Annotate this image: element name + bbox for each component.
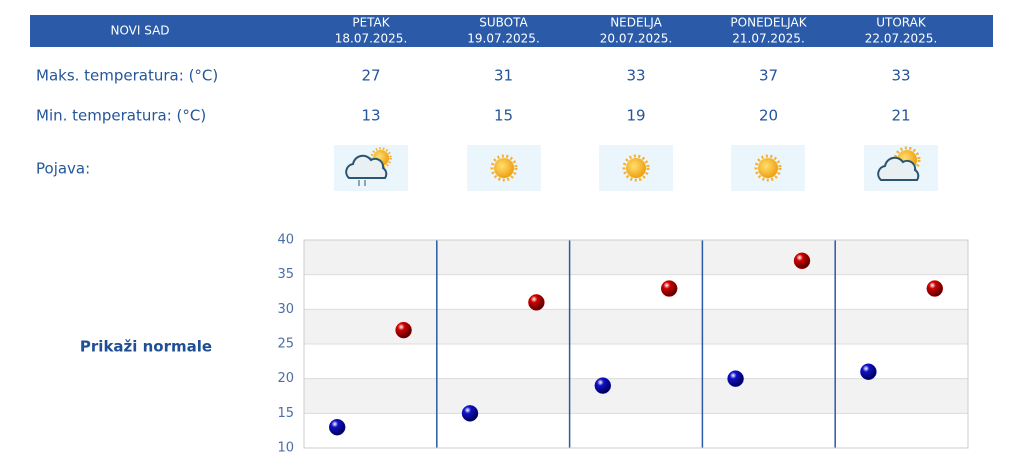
day-name: NEDELJA bbox=[610, 16, 662, 30]
temp-point bbox=[926, 280, 944, 297]
day-date: 20.07.2025. bbox=[600, 32, 673, 46]
plot-border bbox=[303, 239, 969, 449]
temp-value: 31 bbox=[494, 67, 513, 85]
temp-value: 33 bbox=[626, 67, 645, 85]
temp-value: 19 bbox=[626, 107, 645, 125]
grid-band bbox=[304, 309, 968, 344]
grid-band bbox=[304, 378, 968, 414]
row-label: Maks. temperatura: (°C) bbox=[36, 67, 218, 85]
icon-sun-cloud bbox=[864, 145, 938, 191]
temp-value: 37 bbox=[759, 67, 778, 85]
day-name: UTORAK bbox=[876, 16, 927, 30]
day-date: 19.07.2025. bbox=[467, 32, 540, 46]
temp-value: 20 bbox=[759, 107, 778, 125]
icon-cloud-rain bbox=[334, 145, 408, 191]
temp-point bbox=[461, 405, 479, 422]
day-name: PETAK bbox=[352, 16, 390, 30]
temp-value: 13 bbox=[361, 107, 380, 125]
weather-icons bbox=[334, 145, 938, 191]
temp-point bbox=[727, 370, 744, 387]
day-date: 21.07.2025. bbox=[732, 32, 805, 46]
icon-sun bbox=[599, 145, 673, 191]
temp-point bbox=[395, 321, 412, 339]
y-tick-label: 40 bbox=[277, 233, 294, 248]
show-normals-link[interactable]: Prikaži normale bbox=[80, 338, 212, 356]
day-name: SUBOTA bbox=[479, 16, 528, 30]
temp-point bbox=[860, 363, 877, 380]
day-name: PONEDELJAK bbox=[730, 16, 807, 30]
temp-point bbox=[793, 252, 811, 270]
location: NOVI SAD bbox=[110, 24, 169, 38]
icon-sun bbox=[467, 145, 541, 191]
temp-value: 33 bbox=[891, 67, 910, 85]
temp-value: 21 bbox=[891, 107, 910, 125]
y-tick-label: 20 bbox=[277, 371, 294, 386]
temp-point bbox=[328, 418, 346, 436]
day-date: 18.07.2025. bbox=[335, 32, 408, 46]
temp-point bbox=[594, 377, 612, 394]
y-tick-label: 30 bbox=[277, 302, 294, 317]
temp-value: 15 bbox=[494, 107, 513, 125]
temp-point bbox=[660, 280, 678, 297]
y-tick-label: 35 bbox=[277, 267, 294, 282]
chart: 10 15 20 25 30 35 40 bbox=[277, 233, 969, 456]
y-tick-label: 10 bbox=[277, 441, 294, 456]
y-tick-label: 15 bbox=[277, 406, 294, 421]
day-date: 22.07.2025. bbox=[865, 32, 938, 46]
icon-sun bbox=[731, 145, 805, 191]
row-label: Min. temperatura: (°C) bbox=[36, 107, 206, 125]
grid-band bbox=[304, 240, 968, 275]
header-bar bbox=[30, 15, 993, 47]
row-label: Pojava: bbox=[36, 160, 90, 178]
temp-value: 27 bbox=[361, 67, 380, 85]
temp-point bbox=[528, 294, 545, 311]
y-tick-label: 25 bbox=[277, 337, 294, 352]
